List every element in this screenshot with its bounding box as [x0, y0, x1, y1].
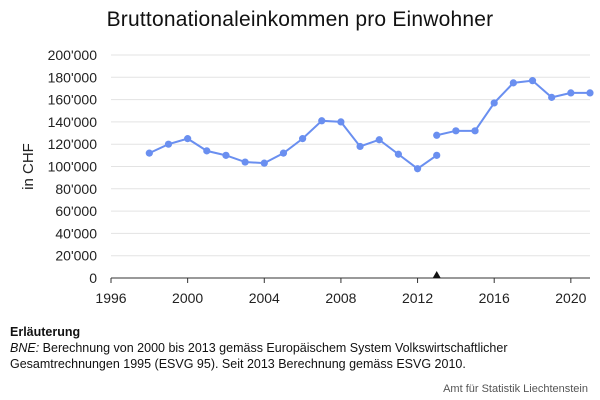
data-point: [356, 142, 364, 151]
data-point: [203, 147, 211, 155]
break-marker-icon: [432, 271, 441, 278]
data-point: [184, 135, 192, 143]
y-tick-label: 180'000: [48, 69, 98, 85]
notes-text: Berechnung von 2000 bis 2013 gemäss Euro…: [10, 341, 508, 371]
data-point: [509, 79, 517, 87]
series-line-2: [436, 79, 590, 137]
data-point: [433, 151, 441, 159]
x-tick-label: 2004: [249, 290, 280, 306]
x-tick-label: 2008: [325, 290, 356, 306]
data-point: [260, 159, 268, 167]
data-point: [433, 131, 441, 139]
data-point: [299, 135, 307, 143]
data-point: [164, 140, 173, 148]
source-credit: Amt für Statistik Liechtenstein: [443, 383, 588, 395]
x-tick-label: 2020: [555, 290, 586, 306]
y-tick-label: 140'000: [48, 114, 98, 130]
y-tick-label: 80'000: [55, 181, 97, 197]
x-tick-label: 2012: [402, 290, 433, 306]
y-tick-label: 40'000: [55, 225, 97, 241]
chart-title: Bruttonationaleinkommen pro Einwohner: [106, 8, 494, 31]
x-tick-label: 2000: [172, 290, 203, 306]
y-tick-label: 0: [89, 270, 97, 286]
x-tick-label: 2016: [479, 290, 510, 306]
data-point: [413, 165, 422, 173]
data-point: [337, 118, 345, 126]
data-point: [375, 136, 383, 144]
notes-body: BNE: Berechnung von 2000 bis 2013 gemäss…: [10, 340, 590, 372]
notes-abbreviation: BNE:: [10, 341, 40, 355]
y-tick-label: 160'000: [48, 92, 98, 108]
y-tick-label: 100'000: [48, 159, 98, 175]
notes: Erläuterung BNE: Berechnung von 2000 bis…: [10, 324, 590, 372]
chart-area: 0 20'000 40'000 60'000 80'000 100'000 120'000 1…: [20, 47, 594, 306]
y-axis-title: in CHF: [20, 143, 37, 190]
data-point: [279, 149, 288, 157]
y-tick-label: 20'000: [55, 248, 97, 264]
x-tick-label: 1996: [95, 290, 126, 306]
data-point: [452, 127, 460, 135]
y-tick-label: 60'000: [55, 203, 97, 219]
data-point: [318, 117, 326, 125]
data-point: [394, 150, 402, 158]
data-point: [567, 89, 575, 97]
y-tick-label: 120'000: [48, 136, 98, 152]
data-point: [145, 149, 153, 157]
data-point: [490, 99, 498, 107]
data-point: [241, 158, 249, 166]
data-point: [586, 89, 594, 97]
data-point: [548, 93, 556, 101]
series-line-1: [148, 119, 438, 170]
data-point: [528, 77, 537, 85]
data-point: [471, 127, 479, 135]
notes-heading: Erläuterung: [10, 325, 81, 339]
y-tick-label: 200'000: [48, 47, 98, 63]
data-point: [222, 151, 230, 159]
